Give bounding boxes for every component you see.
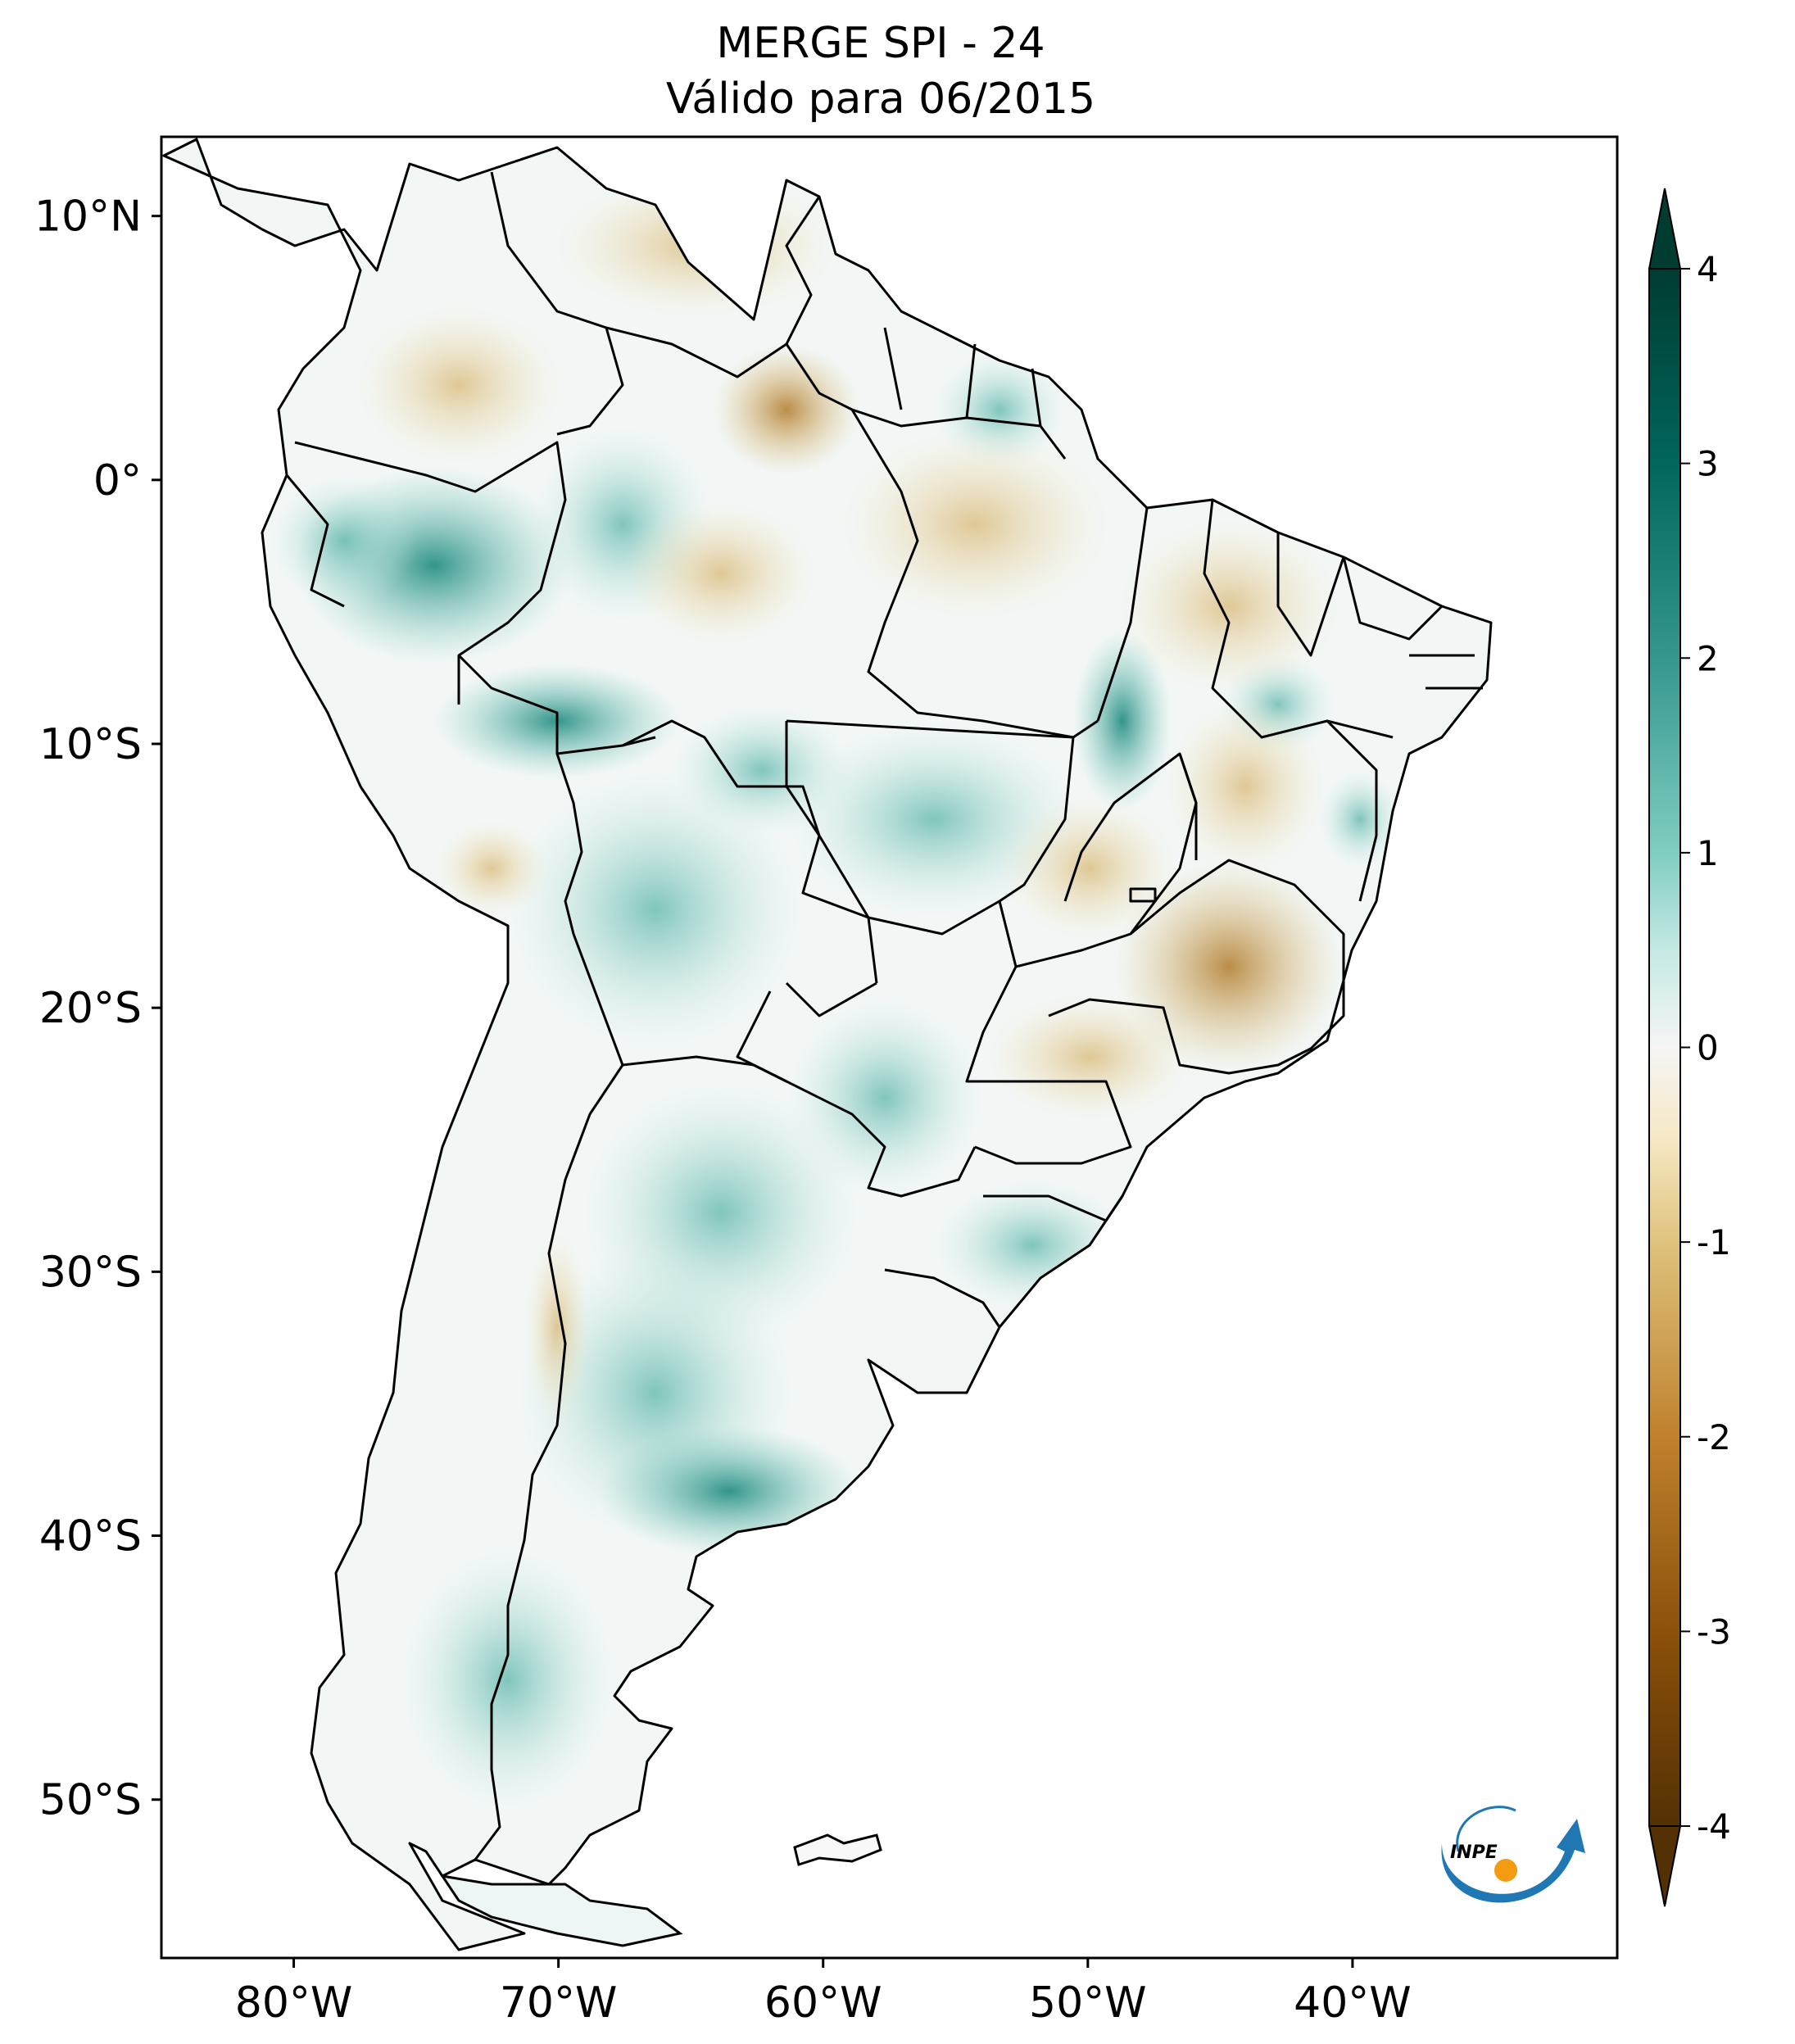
border-peru-bolivia: [555, 753, 583, 935]
falkland-islands: [793, 1833, 882, 1866]
border-suriname-guiana: [883, 327, 1042, 427]
border-colombia-ecuador-peru: [294, 441, 567, 705]
colorbar: 4 3 2 1 0 -1 -2 -3 -4: [1648, 188, 1731, 1907]
inpe-logo: INPE: [1441, 1806, 1585, 1903]
colorbar-tick-label: 2: [1697, 638, 1719, 678]
dry-anomaly-maranhao: [1114, 516, 1344, 696]
lat-tick-label: 40°S: [39, 1512, 142, 1561]
border-bolivia-brazil: [622, 719, 878, 984]
lat-tick-label: 50°S: [39, 1776, 142, 1825]
dry-anomaly-roraima: [713, 344, 860, 475]
brazil-states-para: [1096, 507, 1149, 722]
brazil-states-center: [785, 721, 1198, 968]
border-venezuela-brazil: [605, 326, 853, 411]
inpe-logo-arrow-icon: [1441, 1819, 1585, 1903]
colorbar-tick-label: -3: [1697, 1611, 1731, 1652]
border-uruguay: [884, 1268, 1001, 1328]
lat-tick-label: 0°: [93, 456, 142, 505]
dry-anomaly-central-amazon: [623, 500, 819, 647]
brazil-states-north: [850, 409, 1099, 739]
border-chile-argentina: [474, 933, 624, 1860]
colorbar-tick-label: -1: [1697, 1222, 1731, 1262]
wet-anomaly-bolivia: [508, 770, 803, 1049]
colorbar-tick-label: -4: [1697, 1806, 1731, 1847]
map-title: MERGE SPI - 24: [716, 19, 1045, 68]
colorbar-tick-label: 3: [1697, 444, 1719, 484]
inpe-logo-orbit-icon: [1456, 1806, 1516, 1852]
political-borders: [162, 138, 1493, 1951]
brazil-states-minas: [1048, 859, 1345, 1075]
lat-tick-label: 10°N: [34, 193, 142, 242]
longitude-axis: 80°W 70°W 60°W 50°W 40°W: [235, 1958, 1412, 2028]
lon-tick-label: 40°W: [1294, 1978, 1412, 2028]
brazil-states-bahia: [1178, 719, 1378, 902]
dry-anomaly-colombia: [352, 303, 565, 467]
dry-anomaly-bahia: [1163, 696, 1327, 877]
coastline: [162, 138, 1493, 1951]
dry-anomaly-chile-central: [524, 1229, 590, 1425]
wet-anomaly-patagonia: [401, 1548, 614, 1811]
dry-anomaly-peru-south: [434, 819, 549, 918]
colorbar-tick-label: 1: [1697, 833, 1719, 873]
tierra-del-fuego: [439, 1874, 683, 1947]
colorbar-extend-max: [1648, 188, 1682, 270]
wet-anomaly-tocantins: [1073, 631, 1172, 811]
border-paraguay-argentina: [736, 990, 977, 1198]
colorbar-tick-label: 0: [1697, 1028, 1719, 1068]
wet-anomaly-atlantic-coast: [1319, 770, 1401, 868]
colorbar-tick-label: 4: [1697, 249, 1719, 289]
map-frame: [160, 135, 1619, 1960]
map-subtitle: Válido para 06/2015: [666, 75, 1095, 124]
colorbar-tick-label: -2: [1697, 1417, 1731, 1457]
brazil-states-piaui-ceara: [1276, 533, 1483, 690]
dry-anomaly-sao-paulo: [983, 991, 1196, 1122]
lon-tick-label: 80°W: [235, 1978, 353, 2028]
lon-tick-label: 60°W: [764, 1978, 882, 2028]
lon-tick-label: 70°W: [500, 1978, 618, 2028]
border-ecuador: [285, 474, 345, 608]
brazil-states-south: [965, 966, 1132, 1222]
latitude-axis: 10°N 0° 10°S 20°S 30°S 40°S 50°S: [34, 193, 161, 1825]
colorbar-ticks: 4 3 2 1 0 -1 -2 -3 -4: [1680, 249, 1731, 1847]
border-guianas-brazil: [851, 408, 1067, 460]
brazil-states-mato-grosso: [786, 719, 1075, 903]
lat-tick-label: 30°S: [39, 1248, 142, 1297]
inpe-logo-text: INPE: [1450, 1842, 1498, 1863]
dry-anomaly-para: [836, 426, 1114, 623]
lat-tick-label: 20°S: [39, 984, 142, 1033]
lon-tick-label: 50°W: [1029, 1978, 1147, 2028]
lat-tick-label: 10°S: [39, 720, 142, 769]
border-guyana: [785, 196, 821, 345]
wet-anomaly-ecuador: [270, 475, 418, 606]
dry-anomaly-goias: [999, 795, 1180, 942]
border-bolivia-paraguay: [785, 981, 877, 1017]
inpe-logo-dot-icon: [1494, 1859, 1517, 1882]
colorbar-gradient: [1648, 268, 1681, 1827]
colorbar-extend-min: [1648, 1825, 1682, 1907]
distrito-federal: [1129, 887, 1157, 903]
